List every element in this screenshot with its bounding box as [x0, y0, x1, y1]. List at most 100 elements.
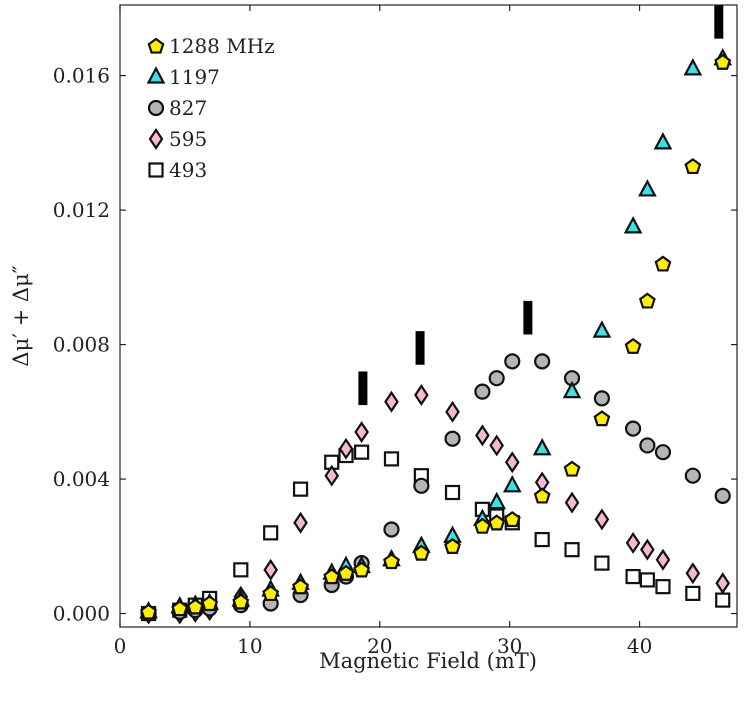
data-point [383, 451, 400, 467]
data-point [655, 579, 671, 595]
y-tick-label: 0.008 [53, 333, 110, 357]
data-point [233, 562, 249, 578]
data-point [625, 531, 641, 554]
data-point [654, 444, 672, 461]
data-point [337, 564, 355, 581]
data-point [715, 572, 731, 595]
data-point [594, 508, 610, 531]
annotations [358, 5, 724, 406]
data-point [412, 544, 430, 561]
data-point [292, 578, 309, 595]
data-point [714, 487, 731, 504]
legend-label: 493 [169, 158, 207, 182]
data-point [474, 383, 491, 400]
data-point [623, 216, 643, 234]
data-point [263, 558, 279, 581]
legend-item: 827 [147, 96, 207, 120]
data-point [186, 598, 204, 615]
data-point [445, 400, 460, 423]
data-point [593, 390, 611, 407]
data-point [384, 390, 399, 413]
y-tick-label: 0.012 [53, 198, 110, 222]
data-point [562, 380, 582, 399]
data-point [638, 292, 656, 309]
x-tick-label: 0 [114, 634, 127, 658]
data-point [354, 421, 369, 443]
legend-marker-diamond [148, 128, 164, 150]
data-point [532, 437, 552, 456]
legend-item: 1197 [146, 65, 220, 89]
data-point [592, 320, 612, 338]
data-point [293, 511, 308, 534]
legend-label: 1197 [169, 65, 220, 89]
data-point [564, 542, 580, 558]
data-point [624, 337, 642, 354]
y-axis-title: Δμ′ + Δμ″ [9, 265, 33, 366]
data-point [232, 593, 250, 610]
data-point [324, 464, 340, 487]
data-points [139, 47, 733, 625]
axis-ticks: 0 10 20 30 40 0.000 0.004 0.008 0.012 0.016 [53, 5, 737, 658]
data-point [640, 538, 655, 561]
data-point [563, 460, 581, 477]
data-point [504, 353, 521, 370]
data-point [292, 481, 309, 497]
data-point [504, 451, 520, 474]
series-1197 [139, 47, 733, 619]
data-point [444, 537, 461, 554]
data-point [683, 58, 703, 76]
data-point [171, 600, 189, 617]
data-point [593, 410, 611, 427]
data-point [473, 517, 491, 534]
data-point [413, 477, 430, 494]
data-point [489, 434, 505, 457]
annotation-bar-1 [415, 331, 425, 365]
legend-item: 493 [148, 158, 207, 182]
legend-item: 595 [148, 127, 207, 151]
data-point [488, 514, 506, 531]
data-point [444, 430, 461, 447]
x-tick-label: 30 [497, 634, 522, 658]
data-point [715, 592, 731, 608]
legend-label: 827 [169, 96, 207, 120]
legend-label: 1288 MHz [169, 34, 275, 58]
legend: 1288 MHz 1197 827 595 493 [146, 34, 275, 182]
data-point [354, 444, 370, 460]
data-point [475, 424, 490, 447]
data-point [323, 568, 341, 585]
data-point [263, 525, 279, 541]
y-tick-label: 0.016 [53, 64, 110, 88]
data-point [201, 595, 219, 612]
x-axis-title: Magnetic Field (mT) [319, 649, 537, 673]
data-point [487, 491, 507, 510]
data-point [140, 603, 158, 620]
data-point [685, 585, 701, 601]
data-point [684, 158, 702, 175]
data-point [625, 568, 641, 585]
data-point [383, 553, 400, 570]
data-point [714, 53, 732, 70]
legend-label: 595 [169, 127, 207, 151]
plot-area-frame [119, 4, 738, 628]
data-point [594, 555, 610, 571]
data-point [655, 548, 671, 571]
data-point [533, 487, 551, 504]
data-point [639, 572, 655, 588]
data-point [685, 562, 701, 585]
x-tick-label: 40 [627, 634, 652, 658]
legend-marker-square [148, 162, 164, 178]
data-point [534, 353, 551, 370]
y-tick-label: 0.004 [53, 467, 110, 491]
data-point [488, 370, 505, 387]
data-point [502, 474, 522, 493]
data-point [654, 255, 672, 272]
x-tick-label: 10 [237, 634, 262, 658]
data-point [684, 467, 701, 484]
data-point [353, 561, 371, 578]
data-point [338, 437, 354, 460]
data-point [262, 585, 280, 602]
series-493 [140, 444, 731, 622]
data-point [639, 437, 656, 454]
annotation-bar-0 [358, 371, 368, 406]
